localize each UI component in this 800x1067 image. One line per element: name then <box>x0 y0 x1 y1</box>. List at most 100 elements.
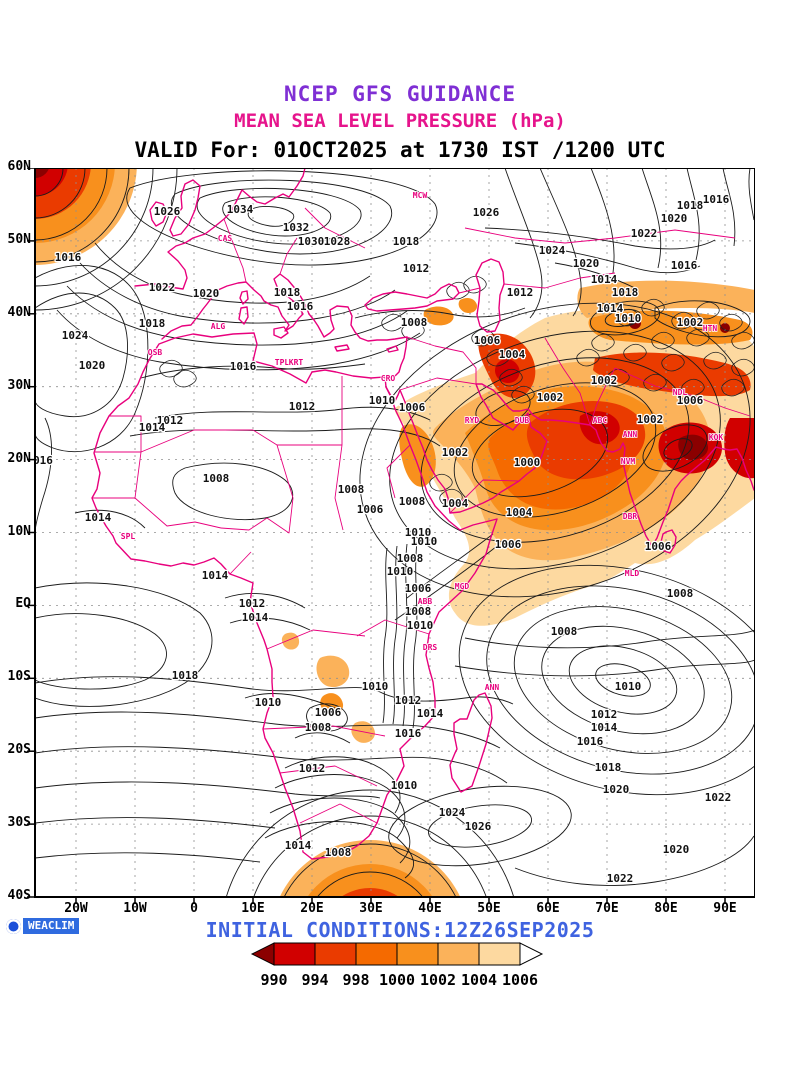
pressure-label: 1006 <box>645 540 672 553</box>
colorbar-segment <box>437 942 480 966</box>
lat-label: 10N <box>7 523 31 539</box>
pressure-label: 1018 <box>393 235 420 248</box>
pressure-label: 1012 <box>591 708 618 721</box>
pressure-label: 1006 <box>474 334 501 347</box>
colorbar-segment <box>396 942 439 966</box>
west-europe-coastline <box>134 168 306 290</box>
lon-label: 40E <box>418 901 442 916</box>
lat-label: 50N <box>7 231 31 247</box>
lon-label: 80E <box>654 901 678 916</box>
lat-label: 30S <box>7 815 31 831</box>
pressure-label: 1032 <box>283 221 310 234</box>
caspian-sea-coastline <box>475 258 505 333</box>
pressure-label: 1022 <box>149 281 176 294</box>
pressure-label: 1012 <box>289 400 316 413</box>
pressure-label: 1020 <box>603 783 630 796</box>
pressure-label: 1014 <box>202 569 229 582</box>
pressure-label: 1010 <box>387 565 414 578</box>
station-label: SPL <box>121 532 136 541</box>
pressure-label: 1012 <box>395 694 422 707</box>
pressure-label: 1008 <box>405 605 432 618</box>
weaclim-logo: WEACLIM <box>6 918 80 934</box>
pressure-label: 1012 <box>507 286 534 299</box>
isobar-layer <box>35 168 755 897</box>
pressure-label: 1016 <box>703 193 730 206</box>
lat-label: 20N <box>7 450 31 466</box>
pressure-label: 1006 <box>357 503 384 516</box>
pressure-label: 1018 <box>612 286 639 299</box>
pressure-label: 016 <box>33 454 53 467</box>
colorbar-label: 990 <box>260 971 287 989</box>
corsica-coastline <box>239 290 249 305</box>
arabia-coastline <box>399 383 548 514</box>
weaclim-logo-icon <box>6 918 21 934</box>
britain-coastline <box>169 179 201 237</box>
sicily-coastline <box>273 326 289 339</box>
sri-lanka-coastline <box>660 529 677 554</box>
pressure-label: 1020 <box>663 843 690 856</box>
station-label: OSB <box>148 348 163 357</box>
pressure-label: 1018 <box>677 199 704 212</box>
pressure-label: 1010 <box>411 535 438 548</box>
station-label: KRT <box>289 358 304 367</box>
pressure-label: 1010 <box>407 619 434 632</box>
station-label: ABC <box>593 416 608 425</box>
colorbar-segment <box>273 942 316 966</box>
pressure-label: 1006 <box>495 538 522 551</box>
pressure-label: 1008 <box>397 552 424 565</box>
pressure-label: 1008 <box>338 483 365 496</box>
colorbar-label: 1002 <box>420 971 456 989</box>
station-label: CAS <box>218 234 233 243</box>
pressure-label: 1000 <box>514 456 541 469</box>
pressure-label: 1008 <box>305 721 332 734</box>
lat-label: 20S <box>7 742 31 758</box>
lon-label: 20W <box>64 901 88 916</box>
station-label: ANN <box>485 683 500 692</box>
lat-label: EQ <box>15 596 31 612</box>
colorbar-segment <box>314 942 357 966</box>
pressure-label: 1008 <box>401 316 428 329</box>
pressure-label: 1006 <box>399 401 426 414</box>
pressure-label: 1010 <box>255 696 282 709</box>
pressure-label: 1024 <box>539 244 566 257</box>
pressure-label: 1016 <box>577 735 604 748</box>
station-label: HTN <box>703 324 718 333</box>
station-label: CRO <box>381 374 396 383</box>
station-label: ABB <box>418 597 433 606</box>
lat-label: 30N <box>7 377 31 393</box>
pressure-label: 1002 <box>591 374 618 387</box>
map-frame <box>34 168 755 898</box>
colorbar-label: 1004 <box>461 971 497 989</box>
pressure-label: 1012 <box>239 597 266 610</box>
pressure-label: 1020 <box>661 212 688 225</box>
pressure-label: 1002 <box>677 316 704 329</box>
pressure-label: 1016 <box>230 360 257 373</box>
pressure-label: 1018 <box>139 317 166 330</box>
iran-india-coastline <box>475 383 755 547</box>
pressure-label: 1010 <box>369 394 396 407</box>
pressure-label: 1026 <box>465 820 492 833</box>
pressure-label: 1004 <box>499 348 526 361</box>
pressure-label: 1028 <box>324 235 351 248</box>
pressure-label: 1014 <box>417 707 444 720</box>
pressure-label: 1004 <box>506 506 533 519</box>
station-label: DUB <box>515 416 530 425</box>
pressure-label: 1014 <box>85 511 112 524</box>
ireland-coastline <box>149 201 168 227</box>
lon-label: 30E <box>359 901 383 916</box>
pressure-label: 1008 <box>203 472 230 485</box>
lon-label: 60E <box>536 901 560 916</box>
station-label: MLD <box>625 569 640 578</box>
pressure-label: 1012 <box>157 414 184 427</box>
lat-label: 40S <box>7 888 31 903</box>
pressure-label: 1012 <box>299 762 326 775</box>
cyprus-coastline <box>386 345 399 353</box>
colorbar-left-arrow <box>250 942 275 966</box>
pressure-label: 1034 <box>227 203 254 216</box>
crete-coastline <box>334 344 350 352</box>
station-label: ALG <box>211 322 226 331</box>
pressure-label: 1002 <box>537 391 564 404</box>
